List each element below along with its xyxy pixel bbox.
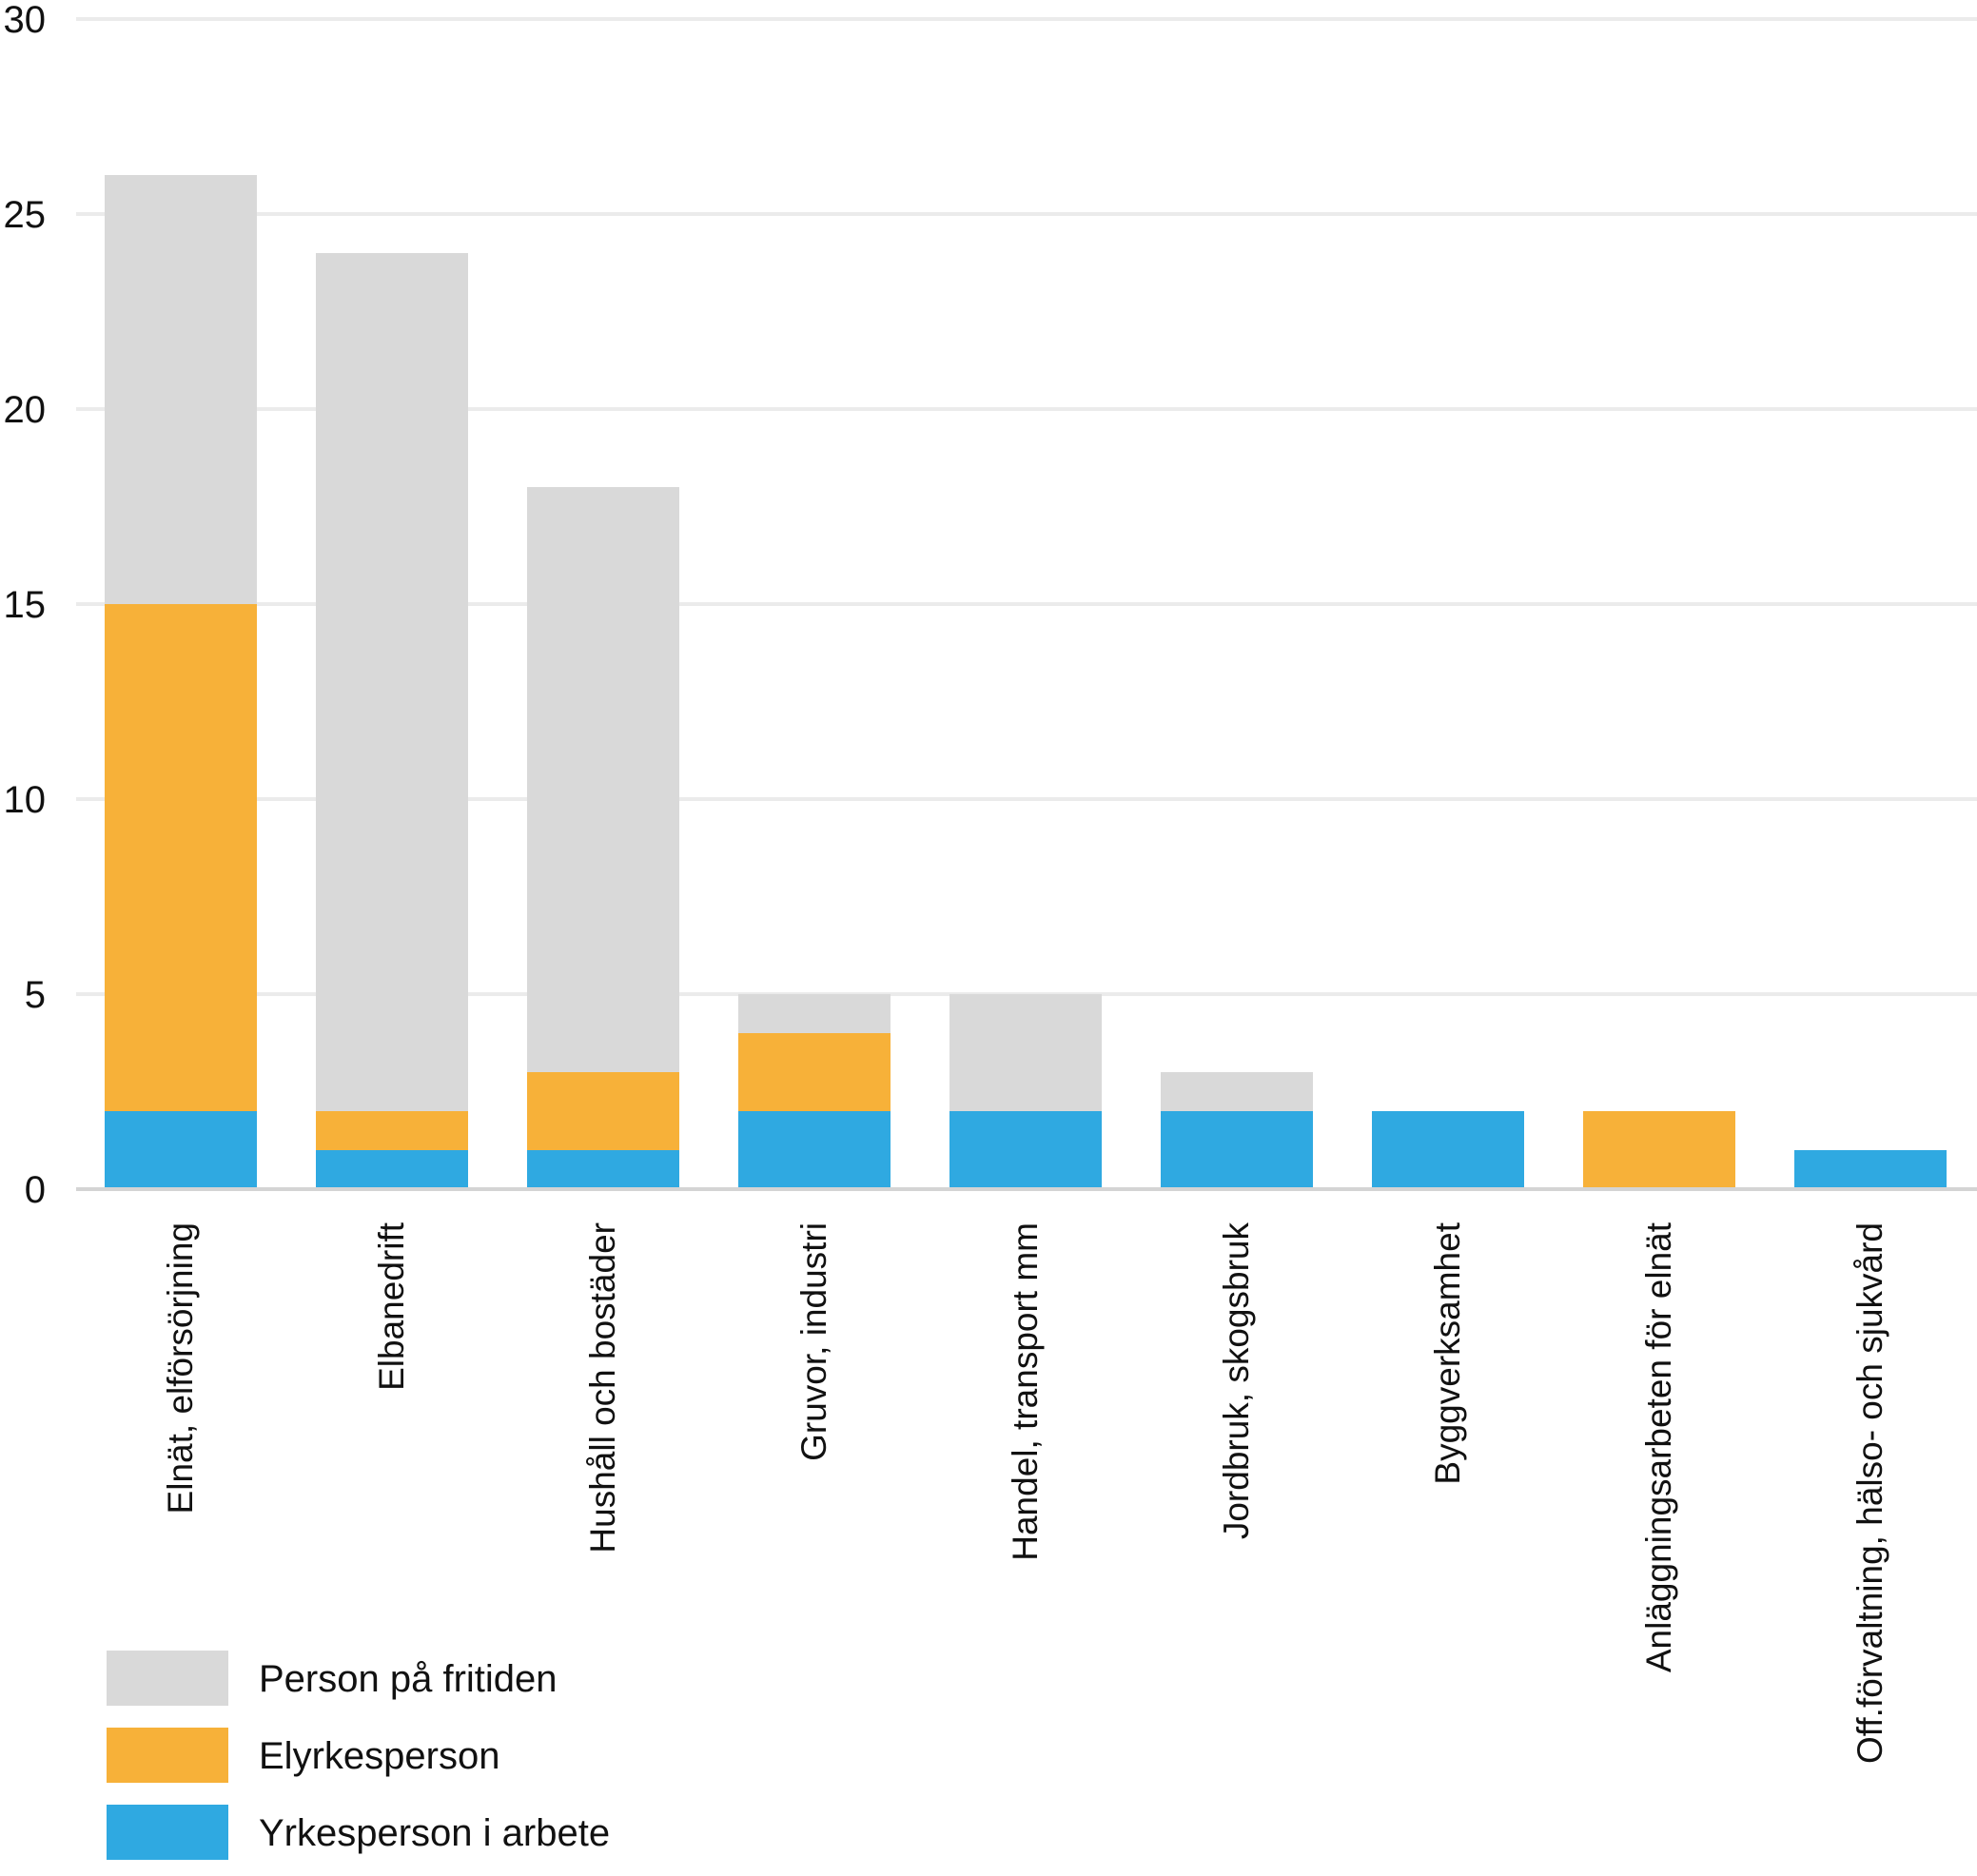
legend-label: Elyrkesperson bbox=[259, 1735, 499, 1777]
x-axis-category-labels: Elnät, elförsörjning Elbanedrift Hushåll o… bbox=[161, 1221, 1889, 1764]
bar-segment bbox=[738, 1033, 891, 1111]
x-category-label: Hushåll och bostäder bbox=[583, 1222, 622, 1554]
y-tick-label: 15 bbox=[4, 584, 47, 626]
bar-segment bbox=[105, 1111, 257, 1189]
y-tick-label: 20 bbox=[4, 389, 47, 431]
legend-swatch bbox=[107, 1805, 228, 1860]
y-axis-ticks: 0 5 10 15 20 25 30 bbox=[4, 0, 47, 1211]
bar-segment bbox=[1583, 1111, 1735, 1189]
bar-segment bbox=[1372, 1111, 1524, 1189]
bar-segment bbox=[527, 1150, 679, 1189]
bar-segment bbox=[738, 1111, 891, 1189]
x-category-label: Elnät, elförsörjning bbox=[161, 1222, 200, 1514]
bar-segment bbox=[527, 487, 679, 1072]
y-tick-label: 0 bbox=[25, 1169, 46, 1211]
x-category-label: Elbanedrift bbox=[372, 1221, 411, 1391]
x-category-label: Jordbruk, skogsbruk bbox=[1217, 1222, 1256, 1540]
legend: Person på fritiden Elyrkesperson Yrkespers… bbox=[107, 1651, 610, 1860]
bar-segment bbox=[105, 604, 257, 1111]
bar-segment bbox=[527, 1072, 679, 1150]
legend-swatch bbox=[107, 1651, 228, 1706]
y-tick-label: 25 bbox=[4, 194, 47, 236]
x-category-label: Gruvor, industri bbox=[794, 1222, 833, 1461]
bar-segment bbox=[1794, 1150, 1947, 1189]
bar-segment bbox=[949, 1111, 1102, 1189]
legend-label: Person på fritiden bbox=[259, 1658, 558, 1700]
y-tick-label: 5 bbox=[25, 974, 46, 1016]
bar-segment bbox=[316, 253, 468, 1111]
legend-label: Yrkesperson i arbete bbox=[259, 1812, 610, 1854]
legend-swatch bbox=[107, 1728, 228, 1783]
x-category-label: Off.förvaltning, hälso- och sjukvård bbox=[1850, 1222, 1889, 1764]
bar-segment bbox=[738, 994, 891, 1033]
y-tick-label: 10 bbox=[4, 779, 47, 821]
x-category-label: Handel, transport mm bbox=[1006, 1222, 1045, 1561]
y-tick-label: 30 bbox=[4, 0, 47, 41]
bar-segment bbox=[1161, 1072, 1313, 1111]
x-category-label: Anläggningsarbeten för elnät bbox=[1639, 1221, 1678, 1672]
bar-segment bbox=[105, 175, 257, 604]
bar-segment bbox=[316, 1150, 468, 1189]
bar-segment bbox=[316, 1111, 468, 1150]
bar-segment bbox=[1161, 1111, 1313, 1189]
x-category-label: Byggverksamhet bbox=[1428, 1221, 1467, 1484]
bars bbox=[105, 175, 1947, 1189]
bar-segment bbox=[949, 994, 1102, 1111]
